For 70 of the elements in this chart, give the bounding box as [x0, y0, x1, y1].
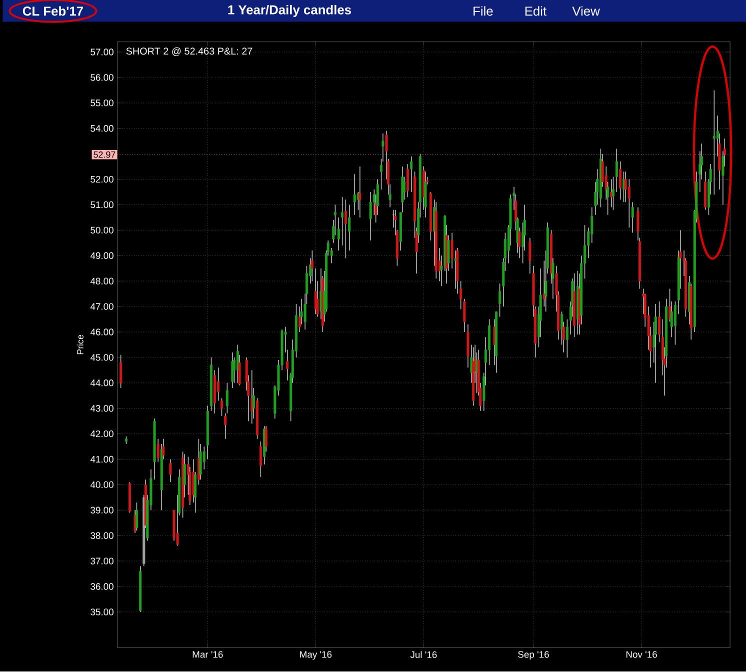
y-tick-label: 51.00 — [90, 202, 114, 208]
y-tick-label: 47.00 — [90, 303, 114, 310]
y-tick-label: 50.00 — [90, 227, 114, 234]
y-tick-label: 57.00 — [90, 48, 114, 56]
candlestick — [344, 200, 348, 259]
candlestick — [340, 197, 344, 246]
candlestick — [612, 176, 614, 210]
text: Edit — [525, 6, 546, 16]
candlestick — [260, 441, 262, 478]
candlestick — [220, 398, 224, 417]
candlestick — [310, 250, 314, 282]
candlestick — [712, 90, 716, 196]
candlestick — [369, 192, 372, 241]
candlestick — [231, 352, 234, 389]
y-tick-label: 37.00 — [90, 558, 114, 565]
candlestick — [566, 319, 568, 358]
candlestick — [348, 204, 351, 252]
x-tick-label: Sep '16 — [518, 651, 549, 660]
y-tick-label: 43.00 — [90, 405, 114, 412]
text: View — [572, 6, 600, 16]
candlestick — [590, 207, 594, 244]
y-tick-label: 45.00 — [90, 354, 114, 362]
x-tick-label: Nov '16 — [626, 651, 657, 658]
x-tick-label: Mar '16 — [192, 651, 223, 658]
candlestick — [619, 161, 622, 200]
candlestick — [402, 176, 406, 200]
y-tick-label: 40.00 — [90, 482, 114, 488]
y-tick-label: 38.00 — [90, 532, 114, 540]
y-tick-label: 46.00 — [90, 328, 114, 336]
candlestick — [406, 164, 410, 198]
candlestick — [658, 301, 660, 343]
candlestick — [337, 217, 340, 252]
candlestick — [136, 502, 138, 532]
candlestick — [358, 166, 362, 218]
y-axis-title: Price — [76, 335, 84, 354]
x-tick-label: May '16 — [300, 651, 332, 660]
y-tick-label: 49.00 — [90, 252, 114, 260]
candlestick — [217, 368, 220, 402]
candlestick — [631, 202, 634, 234]
y-tick-label: 36.00 — [90, 583, 114, 590]
y-tick-label: 54.00 — [90, 125, 114, 132]
y-tick-label: 39.00 — [90, 507, 114, 514]
candlestick — [624, 172, 627, 203]
candlestick — [353, 174, 356, 216]
candlestick — [156, 438, 160, 462]
candlestick — [120, 354, 122, 389]
candlestick — [654, 304, 657, 384]
candlestick — [410, 156, 413, 193]
candlestick — [674, 301, 676, 346]
chart-subtitle: 1 Year/Daily candles — [228, 5, 351, 18]
text: File — [474, 6, 493, 16]
x-tick-label: Jul '16 — [410, 651, 437, 658]
chart-title: CL Feb'17 — [22, 6, 83, 16]
y-tick-label: 56.00 — [90, 74, 114, 82]
candlestick — [615, 148, 618, 193]
y-tick-label: 42.00 — [90, 430, 114, 438]
candlestick — [498, 284, 502, 318]
candlestick — [610, 179, 613, 208]
y-tick-label: 41.00 — [90, 456, 114, 463]
y-tick-label: 35.00 — [90, 608, 114, 616]
candlestick — [169, 459, 172, 483]
ref-line-label: 52.97 — [94, 152, 116, 158]
candlestick — [226, 382, 228, 414]
candlestick — [224, 413, 227, 440]
y-tick-label: 52.00 — [90, 176, 114, 183]
y-tick-label: 48.00 — [90, 278, 114, 285]
candlestick — [460, 281, 462, 310]
y-tick-label: 44.00 — [90, 380, 114, 386]
y-tick-label: 55.00 — [90, 100, 114, 107]
annotation: SHORT 2 @ 52.463 P&L: 27 — [126, 48, 252, 56]
